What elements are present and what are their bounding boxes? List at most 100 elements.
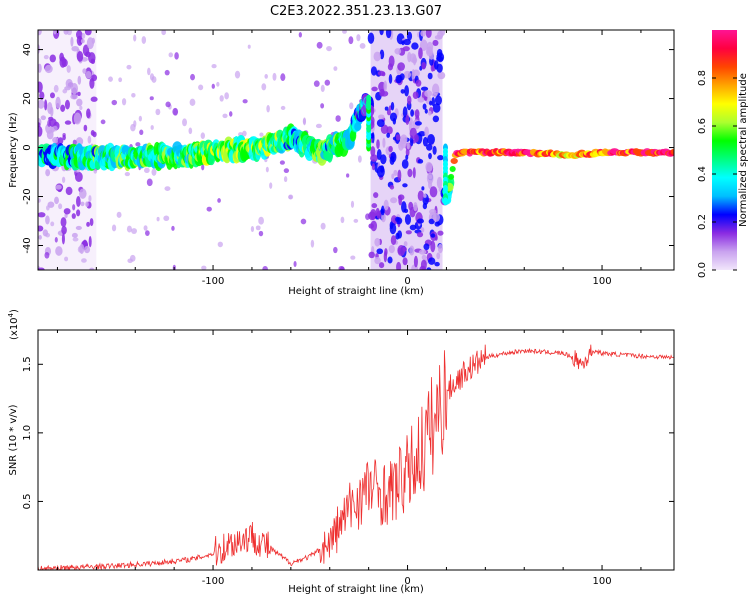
noise-blob (164, 186, 171, 192)
noise-blob (259, 132, 264, 137)
noise-blob (417, 159, 424, 164)
noise-blob (216, 81, 220, 87)
noise-blob (61, 225, 67, 235)
noise-blob (151, 168, 157, 176)
signal-blob (366, 94, 372, 103)
colorbar-tick-label: 0.0 (697, 262, 708, 278)
noise-blob (55, 184, 62, 190)
noise-blob (377, 70, 386, 76)
noise-blob (339, 266, 345, 270)
noise-blob (72, 204, 76, 211)
noise-blob (369, 208, 377, 220)
noise-blob (437, 71, 446, 80)
snr-panel: -100 0 100 0.5 1.0 1.5 (x104) Height of stra… (7, 309, 675, 595)
noise-blob (38, 125, 43, 137)
noise-blob (38, 225, 44, 232)
noise-blob (415, 79, 422, 87)
noise-blob (219, 95, 224, 102)
snr-series-line (38, 344, 674, 570)
y-tick-label: 0 (22, 144, 33, 150)
noise-blob (437, 155, 444, 161)
noise-blob (434, 95, 443, 106)
noise-blob (416, 218, 424, 224)
noise-blob (394, 48, 402, 55)
noise-blob (87, 135, 92, 144)
noise-blob (272, 72, 277, 81)
noise-blob (71, 232, 78, 238)
noise-blob (163, 215, 170, 222)
y-tick-label: 1.0 (22, 425, 33, 441)
noise-blob (436, 63, 443, 73)
noise-blob (320, 103, 325, 109)
noise-blob (146, 178, 153, 187)
noise-blob (436, 48, 443, 58)
noise-blob (335, 115, 341, 122)
noise-blob (126, 64, 132, 70)
noise-blob (420, 86, 429, 91)
noise-blob (62, 88, 68, 94)
noise-blob (397, 169, 402, 182)
noise-blob (426, 143, 433, 151)
noise-blob (387, 256, 393, 264)
noise-blob (432, 145, 437, 155)
noise-blob (365, 213, 370, 220)
noise-blob (121, 98, 127, 106)
noise-blob (350, 255, 356, 260)
noise-blob (171, 225, 175, 231)
snr-x-ticks: -100 0 100 (56, 330, 642, 587)
noise-blob (168, 52, 174, 58)
noise-blob (409, 224, 417, 231)
colorbar-tick-label: 0.2 (697, 214, 708, 230)
snr-y-ticks: 0.5 1.0 1.5 (22, 356, 674, 509)
noise-blob (88, 195, 92, 203)
noise-blob (370, 66, 378, 76)
noise-blob (165, 101, 171, 108)
noise-blob (382, 137, 386, 148)
colorbar-tick-label: 0.8 (697, 70, 708, 86)
noise-blob (234, 70, 241, 79)
noise-blob (127, 258, 133, 264)
noise-blob (434, 235, 438, 241)
noise-blob (422, 136, 429, 147)
noise-blob (38, 30, 42, 36)
noise-blob (63, 208, 71, 215)
noise-blob (390, 197, 398, 204)
noise-blob (44, 64, 53, 74)
noise-blob (64, 120, 72, 125)
spectrogram-x-label: Height of straight line (km) (288, 286, 424, 297)
noise-blob (436, 252, 441, 260)
y-tick-label: 40 (22, 43, 33, 56)
noise-blob (342, 30, 347, 34)
noise-blob (242, 130, 247, 137)
noise-blob (83, 124, 88, 132)
noise-blob (434, 34, 443, 40)
noise-blob (38, 198, 41, 203)
noise-blob (143, 167, 150, 174)
noise-blob (147, 67, 151, 76)
noise-blob (423, 193, 427, 198)
noise-blob (420, 259, 427, 270)
noise-blob (89, 267, 95, 270)
noise-blob (357, 155, 362, 163)
noise-blob (90, 58, 96, 65)
noise-blob (280, 73, 286, 82)
noise-blob (47, 102, 53, 114)
noise-blob (428, 152, 432, 160)
noise-blob (396, 261, 402, 270)
noise-blob (324, 79, 331, 86)
noise-blob (397, 230, 403, 239)
noise-blob (395, 134, 401, 141)
noise-blob (111, 224, 117, 232)
noise-blob (422, 103, 427, 110)
spectrogram-frame (37, 29, 675, 271)
noise-blob (432, 103, 441, 113)
noise-blob (124, 172, 130, 177)
noise-blob (188, 127, 193, 135)
noise-blob (371, 203, 378, 209)
noise-blob (57, 137, 64, 145)
noise-blob (370, 146, 376, 157)
noise-blob (190, 73, 196, 81)
noise-blob (76, 196, 81, 207)
noise-blob (405, 230, 412, 235)
noise-blob (189, 98, 196, 106)
